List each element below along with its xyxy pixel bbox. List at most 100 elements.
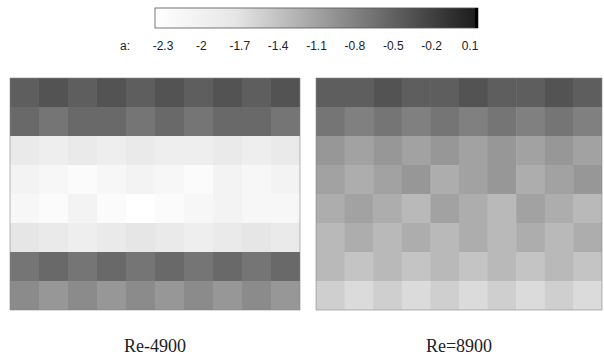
heat-cell xyxy=(573,252,602,282)
heat-cell xyxy=(213,165,243,195)
heat-cell xyxy=(10,107,40,137)
heat-cell xyxy=(316,78,345,108)
heat-cell xyxy=(126,136,156,166)
heat-cell xyxy=(155,252,185,282)
colorbar-scale xyxy=(155,8,478,28)
heat-cell xyxy=(345,107,374,137)
heat-cell xyxy=(271,252,300,282)
heat-cell xyxy=(430,281,459,310)
heat-cell xyxy=(459,136,488,166)
heat-cell xyxy=(10,223,40,253)
heat-cell xyxy=(373,78,402,108)
heat-cell xyxy=(39,194,69,224)
heat-cell xyxy=(155,223,185,253)
heat-cell xyxy=(213,281,243,310)
panel: Re=8900 xyxy=(316,78,603,356)
colorbar-tick-label: -0.2 xyxy=(421,39,442,53)
heat-cell xyxy=(516,165,545,195)
heat-cell xyxy=(402,252,431,282)
heat-cell xyxy=(516,281,545,310)
heat-cell xyxy=(97,107,127,137)
heat-cell xyxy=(430,107,459,137)
heat-cell xyxy=(373,107,402,137)
heat-cell xyxy=(373,252,402,282)
heat-cell xyxy=(68,165,98,195)
heat-cell xyxy=(516,252,545,282)
heat-cell xyxy=(573,78,602,108)
heat-cell xyxy=(459,281,488,310)
heat-cell xyxy=(39,165,69,195)
colorbar-end xyxy=(475,8,478,28)
heat-cell xyxy=(488,78,517,108)
heat-cell xyxy=(459,194,488,224)
heat-cell xyxy=(545,136,574,166)
heat-cell xyxy=(155,281,185,310)
heat-cell xyxy=(271,78,300,108)
heat-cell xyxy=(155,136,185,166)
heat-cell xyxy=(430,136,459,166)
heat-cell xyxy=(97,223,127,253)
heat-cell xyxy=(184,165,214,195)
heat-cell xyxy=(573,281,602,310)
heat-cell xyxy=(373,165,402,195)
heat-cell xyxy=(459,78,488,108)
heat-cell xyxy=(184,107,214,137)
heat-cell xyxy=(345,281,374,310)
heat-cell xyxy=(271,223,300,253)
heat-cell xyxy=(402,165,431,195)
heat-cell xyxy=(97,165,127,195)
heat-cell xyxy=(271,281,300,310)
heat-cell xyxy=(68,252,98,282)
heat-cell xyxy=(316,281,345,310)
heat-cell xyxy=(545,165,574,195)
heat-cell xyxy=(488,194,517,224)
heat-cell xyxy=(488,136,517,166)
heat-cell xyxy=(545,281,574,310)
heat-cell xyxy=(184,194,214,224)
heat-cell xyxy=(213,223,243,253)
heat-cell xyxy=(316,136,345,166)
heat-cell xyxy=(126,223,156,253)
cells xyxy=(316,78,602,310)
heat-cell xyxy=(545,107,574,137)
heat-cell xyxy=(126,107,156,137)
heat-cell xyxy=(271,136,300,166)
heat-cell xyxy=(573,107,602,137)
heat-cell xyxy=(345,165,374,195)
heat-cell xyxy=(545,78,574,108)
heat-cell xyxy=(373,223,402,253)
heat-cell xyxy=(345,136,374,166)
heat-cell xyxy=(213,136,243,166)
heat-cell xyxy=(459,223,488,253)
heat-cell xyxy=(573,136,602,166)
heat-cell xyxy=(10,165,40,195)
heat-cell xyxy=(213,194,243,224)
heat-cell xyxy=(316,252,345,282)
heat-cell xyxy=(345,194,374,224)
heat-cell xyxy=(213,78,243,108)
heat-cell xyxy=(271,107,300,137)
heat-cell xyxy=(430,194,459,224)
panel-title: Re=8900 xyxy=(426,336,492,356)
heat-cell xyxy=(271,165,300,195)
heat-cell xyxy=(97,136,127,166)
heat-cell xyxy=(39,136,69,166)
panel: Re-4900 xyxy=(10,78,301,356)
heat-cell xyxy=(68,194,98,224)
heat-cell xyxy=(184,252,214,282)
heat-cell xyxy=(10,136,40,166)
heat-cell xyxy=(155,78,185,108)
heat-cell xyxy=(242,107,272,137)
heat-cell xyxy=(402,194,431,224)
heat-cell xyxy=(242,165,272,195)
colorbar-tick-label: -1.4 xyxy=(268,39,289,53)
heat-cell xyxy=(573,223,602,253)
cells xyxy=(10,78,300,310)
heat-cell xyxy=(430,165,459,195)
heat-cell xyxy=(402,281,431,310)
heat-cell xyxy=(402,78,431,108)
heat-cell xyxy=(39,223,69,253)
heat-cell xyxy=(573,194,602,224)
colorbar-tick-label: -0.5 xyxy=(383,39,404,53)
heat-cell xyxy=(488,223,517,253)
